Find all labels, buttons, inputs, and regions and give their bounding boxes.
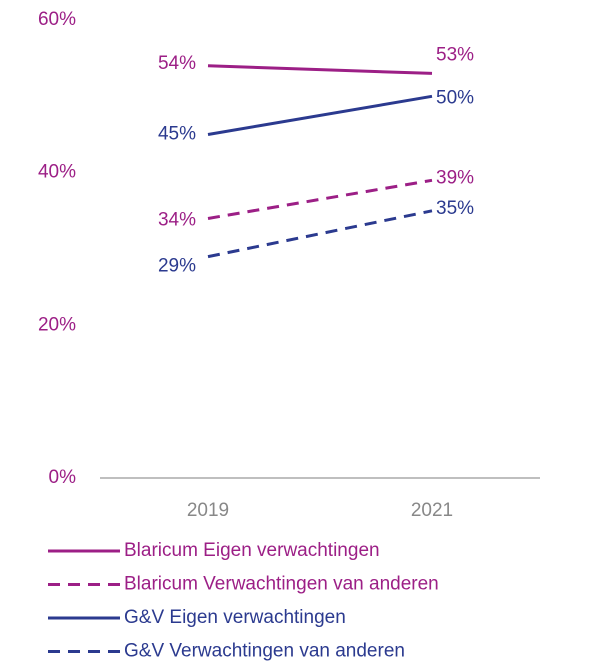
data-label: 39% [436, 167, 474, 188]
data-label: 50% [436, 87, 474, 108]
data-label: 53% [436, 44, 474, 65]
y-tick-label: 0% [49, 467, 77, 488]
y-tick-label: 20% [38, 314, 76, 335]
x-tick-label: 2019 [187, 500, 229, 521]
legend-label: G&V Eigen verwachtingen [124, 607, 346, 628]
data-label: 54% [158, 53, 196, 74]
legend-label: Blaricum Verwachtingen van anderen [124, 574, 439, 595]
line [207, 94, 433, 136]
data-label: 34% [158, 209, 196, 230]
line [207, 209, 433, 259]
data-label: 29% [158, 256, 196, 277]
legend-label: G&V Verwachtingen van anderen [124, 641, 405, 662]
line [207, 178, 433, 220]
legend-label: Blaricum Eigen verwachtingen [124, 540, 380, 561]
data-label: 45% [158, 124, 196, 145]
x-tick-label: 2021 [411, 500, 453, 521]
line [207, 64, 433, 75]
y-tick-label: 40% [38, 162, 76, 183]
data-label: 35% [436, 198, 474, 219]
y-tick-label: 60% [38, 9, 76, 30]
